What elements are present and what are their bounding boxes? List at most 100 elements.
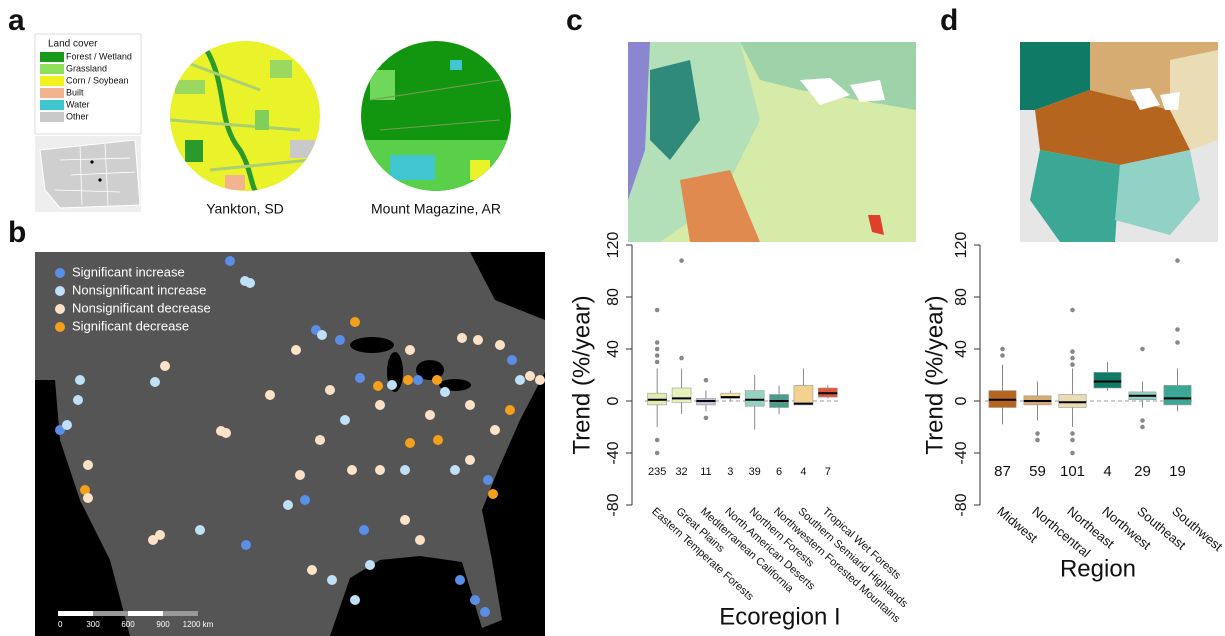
legend-swatch: [40, 52, 64, 62]
scale-label: 0: [58, 620, 63, 629]
site-dot: [75, 375, 85, 385]
panel-label: a: [8, 4, 25, 37]
count-label: 4: [800, 466, 806, 478]
box: [794, 385, 813, 405]
legend-label: Other: [66, 111, 89, 121]
site-dot: [355, 373, 365, 383]
legend-label: Nonsignificant decrease: [72, 300, 211, 315]
site-dot: [455, 575, 465, 585]
legend-label: Corn / Soybean: [66, 75, 129, 85]
y-tick-label: 40: [605, 340, 622, 358]
site-dot: [480, 607, 490, 617]
panel-label: d: [940, 4, 958, 37]
count-label: 101: [1060, 463, 1085, 480]
site-dot: [490, 425, 500, 435]
site-dot: [347, 465, 357, 475]
site-dot: [415, 535, 425, 545]
legend-label: Significant decrease: [72, 318, 189, 333]
figure: a b c d Land cover Forest / WetlandGrass…: [0, 0, 1225, 636]
legend-title: Land cover: [48, 39, 98, 50]
site-dot: [300, 495, 310, 505]
y-tick-label: -80: [953, 493, 970, 516]
y-tick-label: 0: [953, 396, 970, 405]
inset-map: [35, 136, 141, 212]
site-dot: [365, 560, 375, 570]
site-dot: [148, 535, 158, 545]
site-dot: [505, 405, 515, 415]
site-dot: [413, 375, 423, 385]
site-dot: [327, 575, 337, 585]
site-dot: [317, 330, 327, 340]
legend-label: Built: [66, 87, 84, 97]
outlier: [655, 353, 660, 358]
site-dot: [295, 470, 305, 480]
site-dot: [535, 375, 545, 385]
y-axis-label: Trend (%/year): [568, 295, 595, 454]
region-map: [1020, 42, 1218, 242]
y-tick-label: 80: [605, 288, 622, 306]
site-dot: [160, 361, 170, 371]
site-dot: [241, 540, 251, 550]
outlier: [704, 416, 709, 421]
legend-label: Water: [66, 99, 90, 109]
site-dot: [405, 438, 415, 448]
site-dot: [400, 465, 410, 475]
outlier: [1140, 425, 1145, 430]
site-dot: [225, 256, 235, 266]
legend-marker: [55, 304, 65, 314]
outlier: [1070, 451, 1075, 456]
box: [1059, 395, 1086, 408]
site-dot: [325, 385, 335, 395]
site-dot: [221, 428, 231, 438]
box: [1094, 372, 1121, 388]
site-dot: [375, 400, 385, 410]
site-dot: [440, 387, 450, 397]
legend-label: Significant increase: [72, 264, 185, 279]
outlier: [1070, 431, 1075, 436]
count-label: 39: [749, 466, 761, 478]
outlier: [1070, 438, 1075, 443]
legend-swatch: [40, 64, 64, 74]
count-label: 3: [727, 466, 733, 478]
site-dot: [373, 381, 383, 391]
site-dot: [335, 335, 345, 345]
box: [672, 388, 691, 402]
site-dot: [359, 525, 369, 535]
count-label: 29: [1134, 463, 1151, 480]
site-dot: [350, 317, 360, 327]
legend-swatch: [40, 76, 64, 86]
site-name: Yankton, SD: [206, 201, 284, 217]
site-dot: [488, 489, 498, 499]
site-dot: [507, 355, 517, 365]
site-dot: [400, 515, 410, 525]
site-dot: [433, 435, 443, 445]
site-dot: [465, 455, 475, 465]
legend-marker: [55, 268, 65, 278]
outlier: [1140, 347, 1145, 352]
site-map: [170, 40, 511, 200]
outlier: [1175, 340, 1180, 345]
count-label: 6: [776, 466, 782, 478]
outlier: [1000, 353, 1005, 358]
site-dot: [457, 333, 467, 343]
site-dot: [245, 278, 255, 288]
y-tick-label: 40: [953, 340, 970, 358]
outlier: [655, 451, 660, 456]
scale-label: 900: [156, 620, 170, 629]
outlier: [1035, 431, 1040, 436]
site-dot: [450, 465, 460, 475]
site-dot: [315, 435, 325, 445]
site-dot: [307, 565, 317, 575]
outlier: [1070, 356, 1075, 361]
site-dot: [465, 400, 475, 410]
count-label: 7: [825, 466, 831, 478]
x-axis-label: Ecoregion I: [719, 603, 840, 630]
site-dot: [375, 465, 385, 475]
site-dot: [515, 375, 525, 385]
site-dot: [83, 493, 93, 503]
site-dot: [62, 420, 72, 430]
site-dot: [73, 395, 83, 405]
outlier: [679, 356, 684, 361]
site-dot: [483, 475, 493, 485]
y-tick-label: -40: [605, 441, 622, 464]
